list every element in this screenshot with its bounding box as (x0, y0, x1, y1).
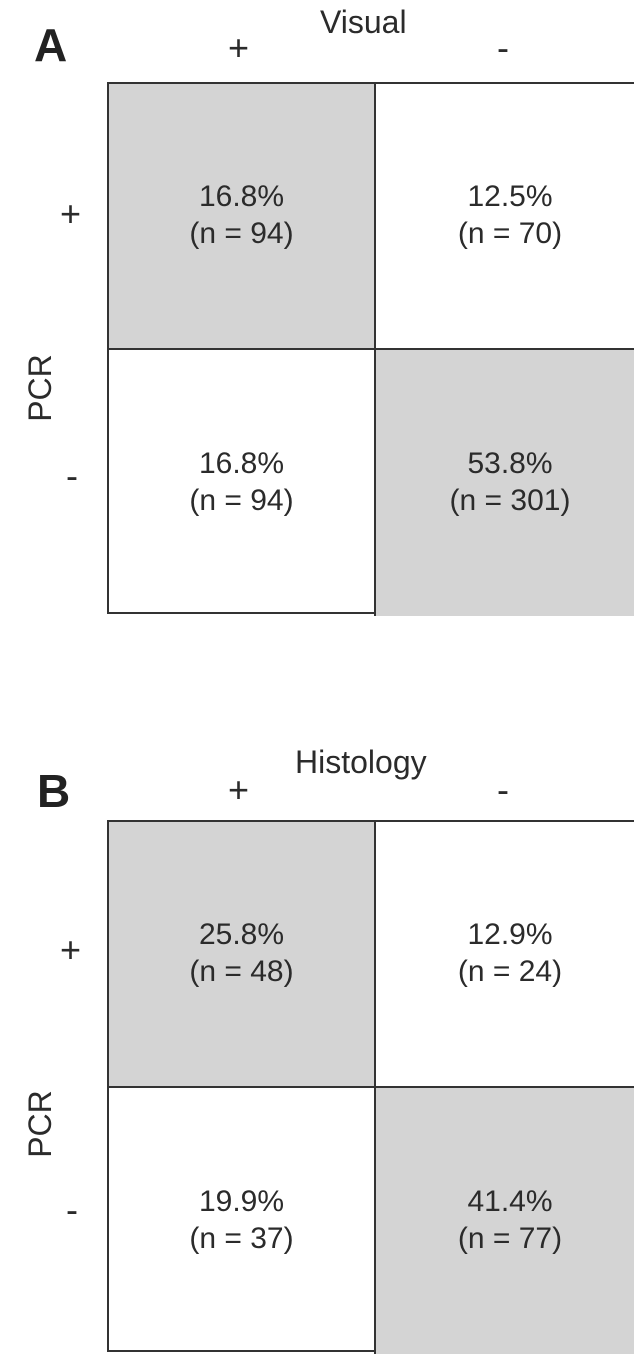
cell-count: (n = 70) (457, 217, 563, 250)
cell-pos-neg: 12.5% (n = 70) (376, 84, 634, 350)
panel-a: A Visual + - + - PCR 16.8% (n = 94) 12.5… (0, 0, 634, 620)
column-label-negative: - (497, 27, 509, 68)
column-label-negative: - (497, 769, 509, 810)
cell-percent: 12.9% (467, 918, 553, 952)
cell-percent: 12.5% (467, 180, 553, 214)
column-label-positive: + (228, 27, 250, 68)
panel-b: B Histology + - + - PCR 25.8% (n = 48) 1… (0, 738, 634, 1354)
column-axis-title: Histology (295, 744, 427, 780)
cell-count: (n = 37) (189, 1222, 294, 1255)
cell-count: (n = 94) (189, 484, 294, 517)
contingency-table: 16.8% (n = 94) 12.5% (n = 70) 16.8% (n =… (107, 82, 634, 616)
cell-neg-neg: 41.4% (n = 77) (376, 1088, 634, 1354)
cell-neg-pos: 16.8% (n = 94) (109, 350, 376, 616)
cell-neg-pos: 19.9% (n = 37) (109, 1088, 376, 1354)
contingency-table: 25.8% (n = 48) 12.9% (n = 24) 19.9% (n =… (107, 820, 634, 1354)
cell-pos-pos: 25.8% (n = 48) (109, 822, 376, 1088)
cell-count: (n = 24) (457, 955, 563, 988)
row-axis-title: PCR (21, 354, 58, 422)
cell-count: (n = 94) (189, 217, 294, 250)
cell-count: (n = 48) (189, 955, 294, 988)
cell-percent: 16.8% (198, 447, 285, 481)
row-label-positive: + (60, 193, 82, 234)
cell-count: (n = 77) (457, 1222, 563, 1255)
cell-percent: 25.8% (198, 918, 285, 952)
cell-pos-neg: 12.9% (n = 24) (376, 822, 634, 1088)
cell-percent: 53.8% (467, 447, 553, 481)
panel-letter: B (37, 765, 71, 817)
cell-pos-pos: 16.8% (n = 94) (109, 84, 376, 350)
cell-percent: 19.9% (198, 1185, 285, 1219)
cell-neg-neg: 53.8% (n = 301) (376, 350, 634, 616)
row-label-negative: - (66, 1189, 78, 1230)
column-axis-title: Visual (320, 4, 407, 40)
cell-count: (n = 301) (449, 484, 571, 517)
cell-percent: 16.8% (198, 180, 285, 214)
row-axis-title: PCR (21, 1090, 58, 1158)
row-label-positive: + (60, 929, 82, 970)
column-label-positive: + (228, 769, 250, 810)
panel-letter: A (34, 19, 68, 71)
cell-percent: 41.4% (467, 1185, 553, 1219)
row-label-negative: - (66, 455, 78, 496)
